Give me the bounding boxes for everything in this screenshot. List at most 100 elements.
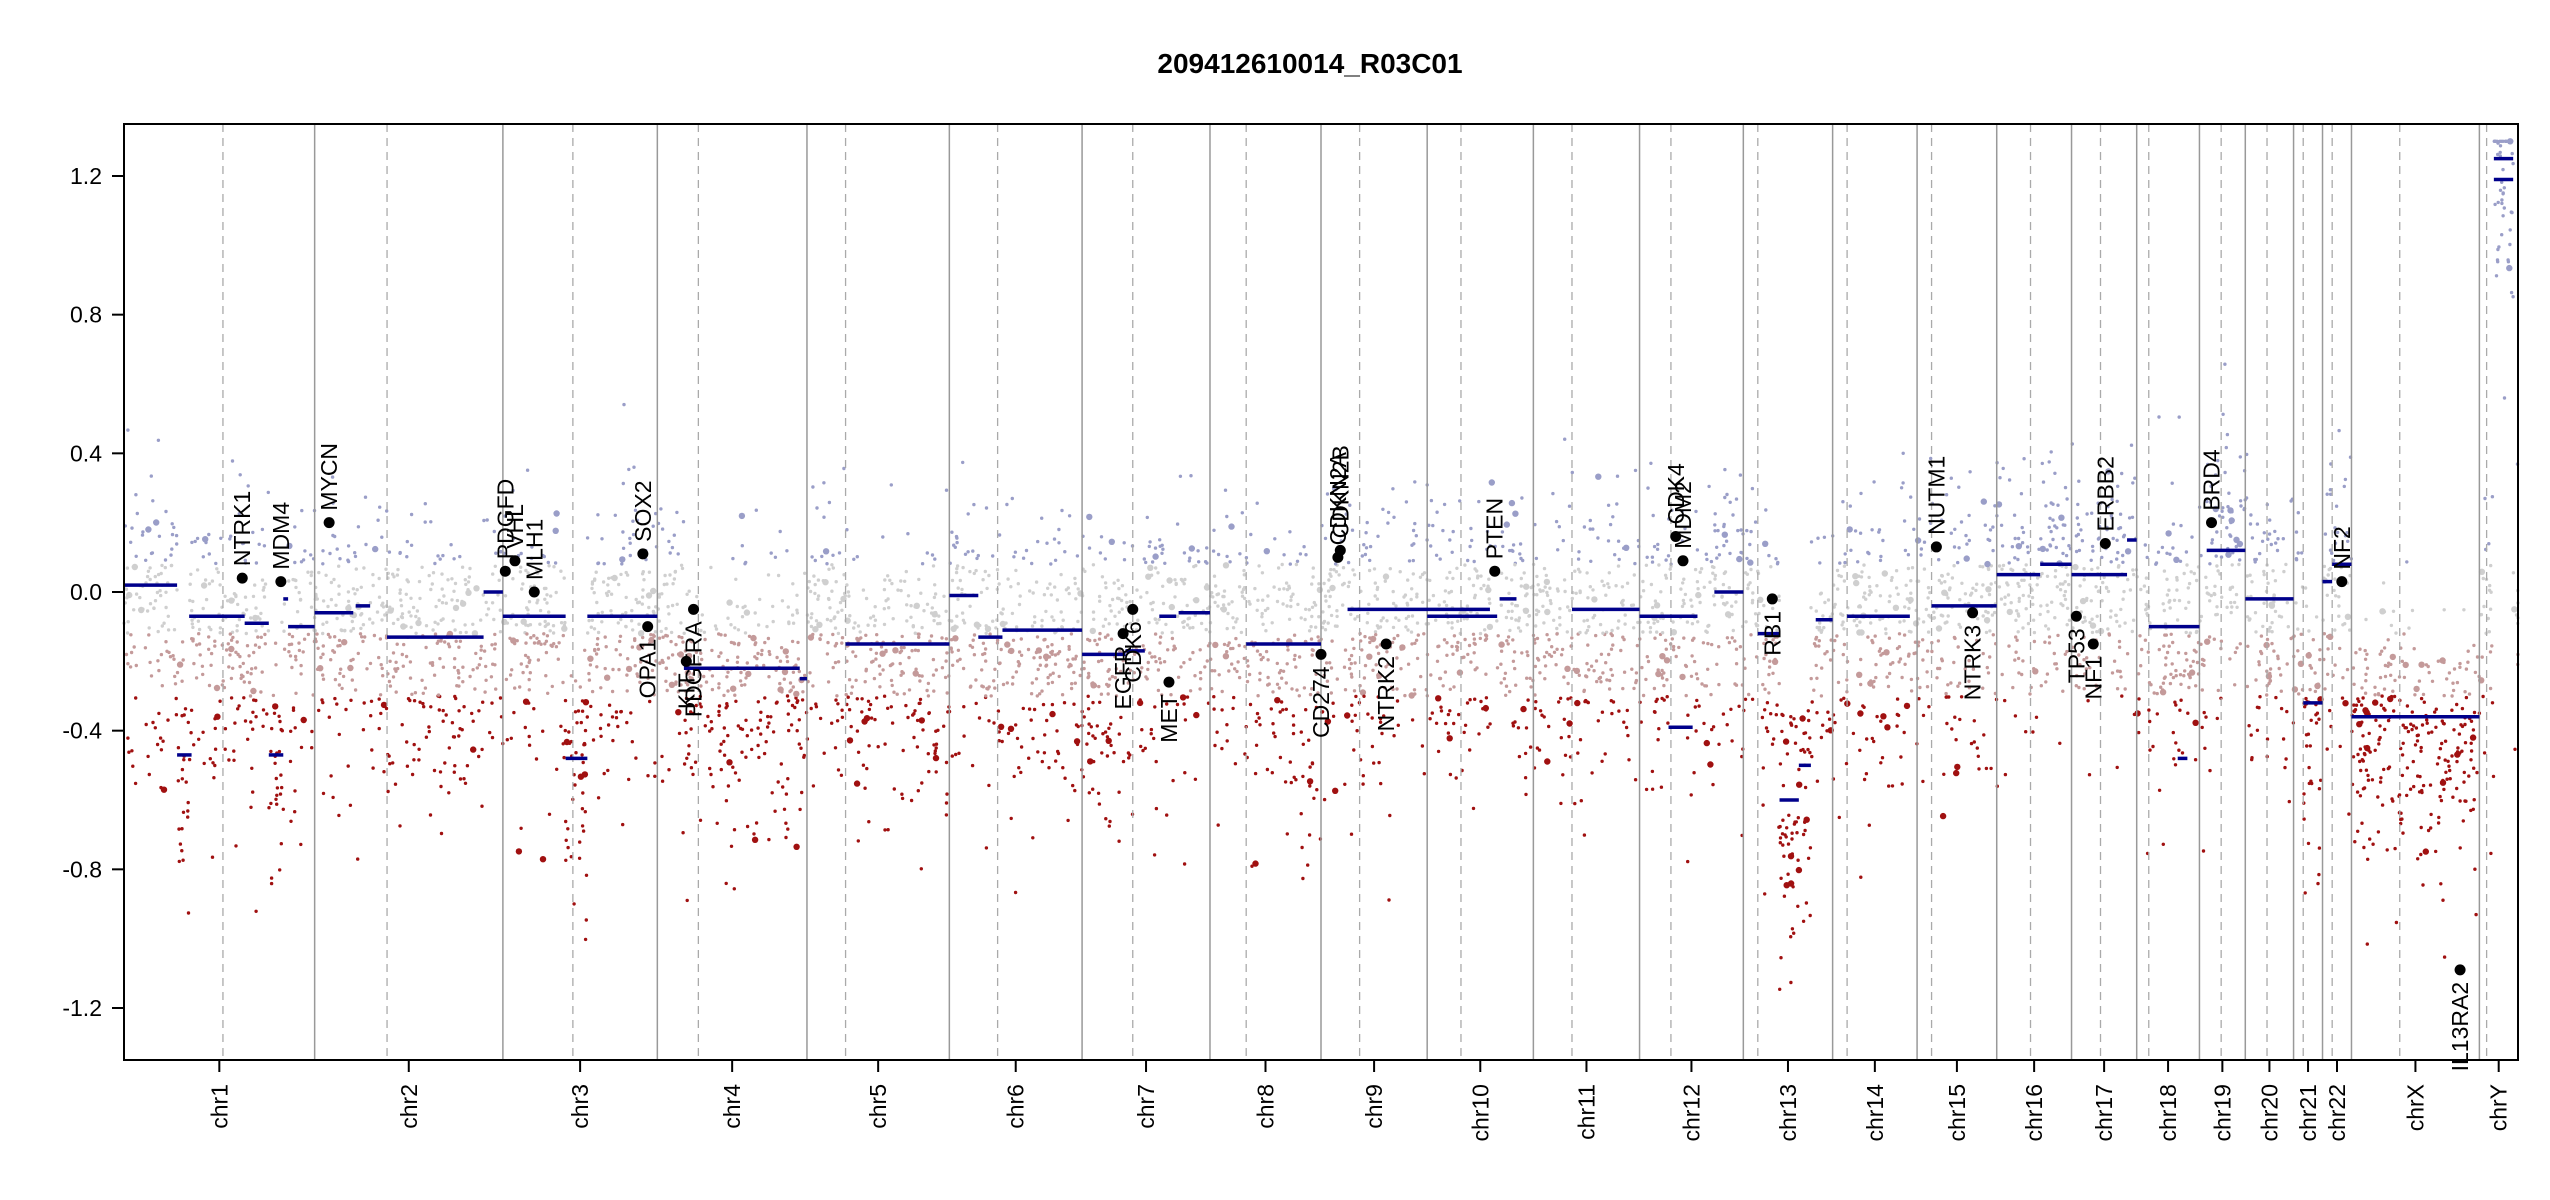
probe-point bbox=[1161, 547, 1165, 551]
probe-point bbox=[1427, 598, 1431, 602]
probe-point bbox=[260, 670, 264, 674]
probe-point bbox=[932, 743, 936, 747]
probe-point bbox=[1255, 608, 1259, 612]
probe-point bbox=[324, 573, 328, 577]
probe-point bbox=[1434, 618, 1438, 622]
probe-point bbox=[1076, 587, 1080, 591]
probe-point bbox=[2021, 626, 2025, 630]
probe-point bbox=[789, 723, 794, 727]
probe-point bbox=[1097, 637, 1102, 641]
probe-point bbox=[386, 789, 390, 794]
probe-point bbox=[790, 703, 795, 708]
probe-point bbox=[628, 553, 632, 558]
probe-point bbox=[1763, 687, 1767, 691]
probe-point bbox=[833, 626, 838, 630]
probe-point bbox=[1032, 656, 1036, 660]
probe-point bbox=[594, 570, 598, 574]
probe-point bbox=[250, 766, 254, 770]
probe-point bbox=[2165, 593, 2170, 597]
probe-point bbox=[1415, 595, 1419, 599]
probe-point bbox=[294, 691, 298, 695]
probe-point bbox=[603, 635, 607, 639]
probe-point bbox=[2159, 685, 2163, 689]
probe-point bbox=[2062, 593, 2066, 598]
probe-point bbox=[1281, 669, 1286, 673]
probe-point bbox=[726, 689, 730, 693]
probe-point bbox=[1088, 638, 1092, 643]
probe-point bbox=[1600, 710, 1605, 714]
probe-point bbox=[812, 574, 816, 578]
probe-point bbox=[1033, 620, 1037, 625]
probe-point bbox=[2155, 712, 2159, 716]
probe-point bbox=[363, 495, 368, 499]
probe-point bbox=[1313, 603, 1318, 607]
probe-point bbox=[437, 598, 441, 602]
probe-point bbox=[676, 652, 681, 656]
probe-point bbox=[1756, 569, 1760, 573]
probe-point bbox=[1110, 597, 1115, 602]
probe-point bbox=[877, 664, 882, 668]
probe-point bbox=[2273, 529, 2277, 534]
probe-point bbox=[329, 597, 334, 602]
probe-point bbox=[1040, 624, 1044, 628]
probe-point bbox=[1548, 598, 1553, 603]
probe-point bbox=[1117, 586, 1121, 591]
probe-point bbox=[847, 708, 852, 712]
probe-point bbox=[1979, 595, 1984, 599]
probe-point bbox=[1331, 714, 1336, 718]
probe-point bbox=[756, 743, 760, 748]
probe-point bbox=[2170, 662, 2174, 666]
probe-point bbox=[1821, 723, 1825, 727]
probe-point bbox=[2047, 641, 2052, 645]
probe-point bbox=[176, 779, 180, 783]
probe-point bbox=[886, 706, 890, 710]
probe-point bbox=[196, 619, 201, 623]
probe-point bbox=[2020, 541, 2025, 545]
probe-point bbox=[1897, 632, 1902, 636]
probe-point bbox=[321, 791, 326, 796]
probe-point bbox=[640, 644, 645, 648]
probe-point bbox=[1867, 823, 1872, 827]
probe-point bbox=[1723, 467, 1727, 472]
probe-point bbox=[2017, 671, 2021, 675]
probe-point bbox=[190, 608, 194, 613]
probe-point bbox=[807, 579, 811, 584]
probe-point bbox=[450, 577, 454, 581]
probe-point bbox=[1107, 667, 1111, 672]
probe-point bbox=[475, 666, 479, 670]
probe-point bbox=[1543, 677, 1547, 681]
probe-point bbox=[1326, 589, 1331, 593]
probe-point bbox=[949, 638, 954, 642]
probe-point bbox=[660, 658, 664, 663]
probe-point bbox=[1284, 707, 1289, 711]
probe-point bbox=[175, 670, 180, 675]
probe-point bbox=[2001, 466, 2005, 471]
probe-point bbox=[1385, 619, 1389, 623]
probe-point bbox=[2026, 550, 2030, 555]
probe-point bbox=[624, 570, 628, 575]
probe-point bbox=[346, 544, 351, 548]
probe-point bbox=[449, 543, 453, 547]
probe-point bbox=[379, 711, 383, 716]
probe-point bbox=[124, 652, 129, 657]
probe-point bbox=[1014, 568, 1018, 573]
probe-point bbox=[1924, 607, 1929, 612]
probe-point bbox=[889, 678, 894, 683]
probe-point bbox=[1721, 712, 1726, 716]
probe-point bbox=[452, 604, 460, 612]
probe-point bbox=[1600, 579, 1604, 583]
probe-point bbox=[606, 768, 610, 773]
probe-point bbox=[551, 631, 556, 635]
probe-point bbox=[380, 701, 388, 709]
probe-point bbox=[775, 655, 779, 660]
probe-point bbox=[1542, 715, 1546, 719]
probe-point bbox=[521, 670, 525, 675]
probe-point bbox=[156, 659, 160, 663]
probe-point bbox=[1980, 498, 1988, 505]
probe-point bbox=[995, 638, 1000, 643]
probe-point bbox=[861, 763, 866, 767]
probe-point bbox=[248, 694, 253, 698]
probe-point bbox=[1972, 740, 1977, 744]
probe-point bbox=[1012, 555, 1016, 559]
probe-point bbox=[1724, 539, 1729, 543]
